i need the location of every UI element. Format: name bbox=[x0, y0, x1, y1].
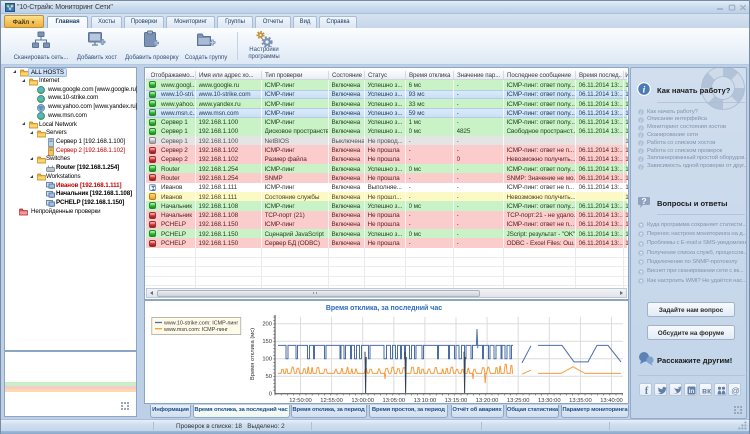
svg-text:13:40:00: 13:40:00 bbox=[600, 398, 623, 404]
svg-text:i: i bbox=[640, 142, 642, 146]
svg-text:i: i bbox=[640, 119, 642, 123]
svg-text:Время отклика (мс): Время отклика (мс) bbox=[250, 328, 256, 380]
svg-text:i: i bbox=[640, 134, 642, 138]
svg-text:www.10-strike.com: ICMP-пинг: www.10-strike.com: ICMP-пинг bbox=[163, 321, 238, 327]
svg-text:?: ? bbox=[640, 270, 643, 275]
svg-text:13:05:00: 13:05:00 bbox=[382, 398, 405, 404]
svg-text:?: ? bbox=[640, 232, 643, 237]
svg-text:i: i bbox=[640, 111, 642, 115]
svg-text:13:25:00: 13:25:00 bbox=[506, 398, 529, 404]
svg-text:www.msn.com: ICMP-пинг: www.msn.com: ICMP-пинг bbox=[163, 327, 228, 333]
svg-text:150: 150 bbox=[262, 339, 272, 345]
svg-text:?: ? bbox=[640, 279, 643, 284]
svg-text:i: i bbox=[640, 127, 642, 131]
svg-text:13:20:00: 13:20:00 bbox=[475, 398, 498, 404]
svg-text:13:30:00: 13:30:00 bbox=[538, 398, 561, 404]
svg-text:100: 100 bbox=[262, 357, 272, 363]
svg-text:f: f bbox=[645, 386, 649, 397]
svg-text:13:15:00: 13:15:00 bbox=[444, 398, 467, 404]
svg-text:?: ? bbox=[640, 223, 643, 228]
svg-text:?: ? bbox=[640, 260, 643, 265]
svg-text:12:55:00: 12:55:00 bbox=[320, 398, 343, 404]
svg-text:Время отклика, за последний ча: Время отклика, за последний час bbox=[325, 304, 441, 312]
svg-text:13:10:00: 13:10:00 bbox=[413, 398, 436, 404]
svg-text:13:35:00: 13:35:00 bbox=[569, 398, 592, 404]
svg-text:in: in bbox=[688, 388, 694, 395]
svg-text:@: @ bbox=[732, 386, 741, 396]
svg-text:200: 200 bbox=[262, 322, 272, 328]
svg-text:12:50:00: 12:50:00 bbox=[289, 398, 312, 404]
svg-text:i: i bbox=[640, 150, 642, 154]
svg-text:вк: вк bbox=[702, 387, 712, 396]
svg-text:i: i bbox=[643, 85, 646, 95]
svg-text:13:00:00: 13:00:00 bbox=[351, 398, 374, 404]
svg-text:i: i bbox=[640, 166, 642, 170]
svg-text:?: ? bbox=[640, 251, 643, 256]
svg-text:0: 0 bbox=[268, 392, 271, 398]
svg-text:?: ? bbox=[640, 242, 643, 247]
svg-text:50: 50 bbox=[265, 374, 271, 380]
svg-text:i: i bbox=[640, 158, 642, 162]
svg-text:?: ? bbox=[641, 196, 646, 206]
